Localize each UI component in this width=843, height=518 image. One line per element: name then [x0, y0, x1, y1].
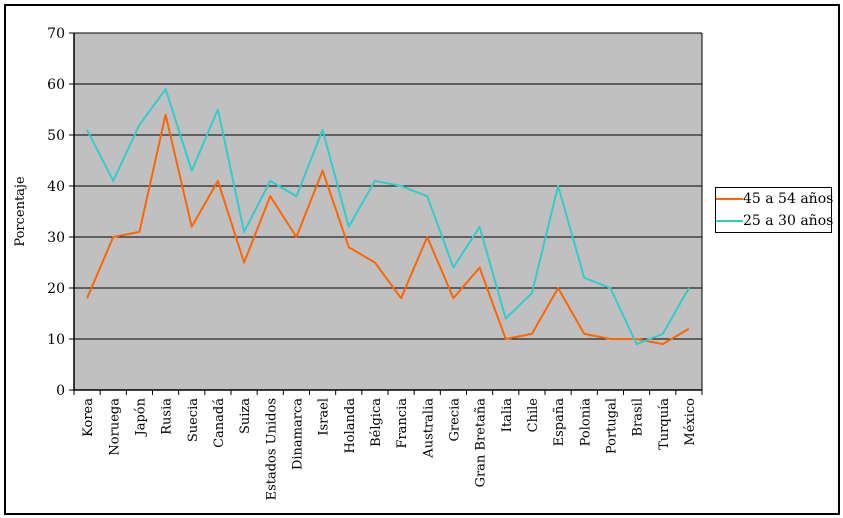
x-category-label: Gran Bretaña — [474, 398, 489, 488]
x-category-label: España — [552, 398, 567, 447]
x-category-label: Korea — [81, 398, 96, 437]
series-line-25-a-30-años — [86, 88, 690, 346]
x-category-label: Polonia — [578, 398, 593, 447]
x-category-label: Australia — [421, 398, 436, 459]
x-category-label: Portugal — [604, 398, 619, 454]
legend-item-45-54: 45 a 54 años — [716, 189, 834, 209]
y-tick-label: 0 — [56, 383, 65, 399]
y-tick-label: 60 — [47, 77, 65, 93]
x-category-label: Brasil — [631, 398, 646, 437]
x-category-label: Noruega — [107, 398, 122, 456]
x-category-label: Estados Unidos — [264, 398, 279, 500]
x-category-label: Turquía — [657, 398, 672, 450]
x-category-label: Canadá — [212, 398, 227, 448]
plot-area — [74, 33, 702, 390]
x-category-label: Grecia — [447, 398, 462, 442]
chart-outer-border — [4, 4, 840, 515]
x-category-label: Bélgica — [369, 398, 384, 447]
y-tick-label: 30 — [47, 230, 65, 246]
legend-label: 45 a 54 años — [743, 191, 834, 208]
x-category-label: Rusia — [160, 398, 175, 435]
y-tick-label: 20 — [47, 281, 65, 297]
y-tick-label: 50 — [47, 128, 65, 144]
legend: 45 a 54 años 25 a 30 años — [715, 187, 834, 233]
x-category-label: Suecia — [186, 398, 201, 442]
y-tick-label: 10 — [47, 332, 65, 348]
y-tick-label: 40 — [47, 179, 65, 195]
y-tick-label: 70 — [47, 26, 65, 42]
x-category-label: México — [683, 398, 698, 446]
x-category-label: Dinamarca — [290, 398, 305, 470]
x-category-label: Israel — [317, 398, 332, 436]
y-axis-title: Porcentaje — [13, 176, 28, 247]
x-category-label: Francia — [395, 398, 410, 449]
x-category-label: Japón — [133, 397, 148, 437]
legend-line-swatch-cyan — [716, 219, 743, 222]
x-category-label: Holanda — [343, 398, 358, 454]
legend-item-25-30: 25 a 30 años — [716, 211, 834, 231]
legend-label: 25 a 30 años — [743, 212, 834, 229]
x-category-label: Chile — [526, 398, 541, 433]
x-category-label: Italia — [500, 398, 515, 432]
x-category-label: Suiza — [238, 398, 253, 434]
series-line-45-a-54-años — [86, 113, 690, 346]
legend-line-swatch-orange — [716, 198, 743, 201]
